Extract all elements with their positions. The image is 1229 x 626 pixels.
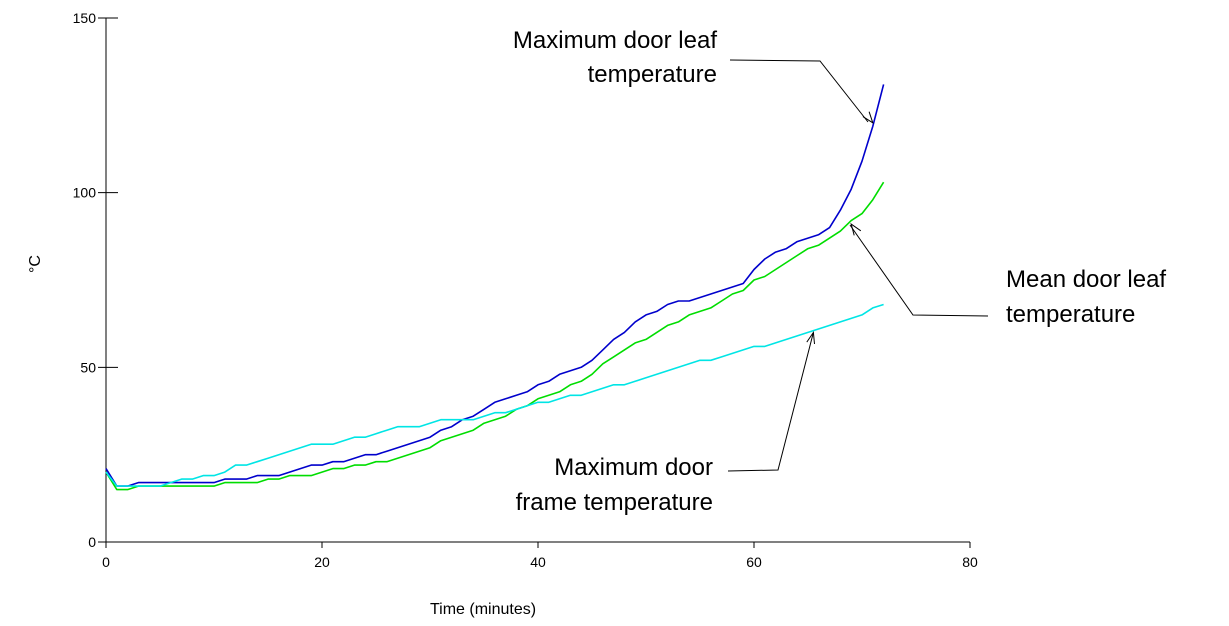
x-tick-label: 60 (746, 554, 762, 570)
x-axis-label: Time (minutes) (430, 601, 536, 618)
x-tick-label: 0 (102, 554, 110, 570)
series-line-1 (105, 181, 885, 491)
annotation-max-frame-line1: Maximum door (554, 454, 713, 481)
x-tick-label: 80 (962, 554, 978, 570)
x-tick-label: 40 (530, 554, 546, 570)
x-tick-label: 20 (314, 554, 330, 570)
axes (105, 18, 970, 543)
series-line-2 (105, 303, 884, 487)
annotation-mean-leaf-line1: Mean door leaf (1006, 266, 1166, 293)
annotation-arrowhead (850, 222, 862, 236)
annotation-max-frame-leader (727, 333, 814, 472)
x-ticks: 0 20 40 60 80 (102, 542, 978, 570)
annotation-max-leaf-leader (729, 59, 869, 123)
y-tick-label: 50 (80, 359, 96, 375)
series-line-0 (105, 84, 885, 487)
annotations: Maximum door leaf temperature Mean door … (513, 27, 1167, 516)
series-layer (105, 84, 885, 491)
annotation-max-frame-line2: frame temperature (516, 489, 713, 516)
annotation-mean-leaf-line2: temperature (1006, 301, 1135, 328)
y-axis-label: °C (27, 255, 44, 273)
y-tick-label: 150 (73, 10, 97, 26)
y-tick-label: 100 (73, 185, 97, 201)
annotation-arrowhead (862, 111, 874, 124)
annotation-mean-leaf-leader (849, 224, 989, 317)
annotation-arrowhead (806, 330, 815, 345)
y-ticks: 0 50 100 150 (73, 10, 118, 550)
annotation-max-leaf-line1: Maximum door leaf (513, 27, 717, 54)
y-tick-label: 0 (88, 534, 96, 550)
annotation-max-leaf-line2: temperature (588, 61, 717, 88)
